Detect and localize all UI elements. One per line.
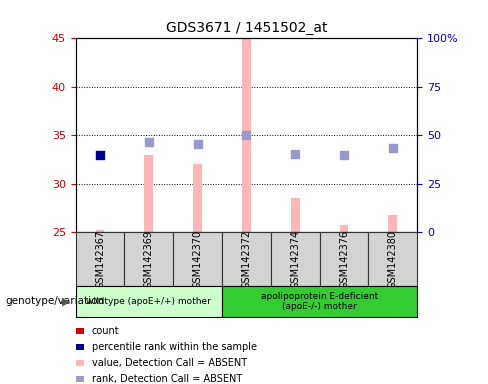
Text: GSM142370: GSM142370	[193, 230, 203, 289]
Point	[194, 141, 202, 147]
Bar	[96, 230, 104, 232]
Text: genotype/variation: genotype/variation	[5, 296, 104, 306]
Text: percentile rank within the sample: percentile rank within the sample	[92, 342, 257, 352]
Text: GSM142367: GSM142367	[95, 230, 105, 289]
Text: GSM142376: GSM142376	[339, 230, 349, 289]
Point	[340, 152, 348, 158]
Text: GSM142369: GSM142369	[144, 230, 154, 289]
Text: ▶: ▶	[62, 296, 71, 306]
Point	[291, 151, 299, 157]
Bar	[368, 232, 417, 286]
Bar	[222, 286, 417, 317]
Point	[145, 139, 153, 145]
Text: GSM142380: GSM142380	[388, 230, 398, 289]
Text: count: count	[92, 326, 120, 336]
Bar	[124, 232, 173, 286]
Bar	[193, 164, 202, 232]
Bar	[388, 215, 397, 232]
Bar	[340, 225, 348, 232]
Text: GSM142374: GSM142374	[290, 230, 300, 289]
Point	[389, 145, 397, 151]
Title: GDS3671 / 1451502_at: GDS3671 / 1451502_at	[166, 21, 327, 35]
Text: apolipoprotein E-deficient
(apoE-/-) mother: apolipoprotein E-deficient (apoE-/-) mot…	[261, 292, 378, 311]
Bar	[291, 199, 300, 232]
Bar	[144, 155, 153, 232]
Bar	[242, 38, 251, 232]
Text: GSM142372: GSM142372	[242, 230, 251, 289]
Bar	[320, 232, 368, 286]
Text: wildtype (apoE+/+) mother: wildtype (apoE+/+) mother	[86, 297, 211, 306]
Bar	[222, 232, 271, 286]
Point	[243, 132, 250, 138]
Text: value, Detection Call = ABSENT: value, Detection Call = ABSENT	[92, 358, 247, 368]
Bar	[271, 232, 320, 286]
Bar	[76, 232, 124, 286]
Point	[96, 152, 104, 158]
Text: rank, Detection Call = ABSENT: rank, Detection Call = ABSENT	[92, 374, 242, 384]
Bar	[173, 232, 222, 286]
Bar	[76, 286, 222, 317]
